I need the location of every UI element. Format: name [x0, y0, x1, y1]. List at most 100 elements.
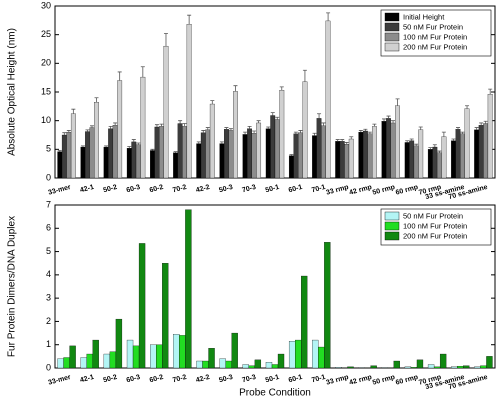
bar [451, 140, 456, 179]
bar [202, 360, 209, 369]
bar [344, 144, 350, 179]
y-tick-label: 1 [46, 339, 51, 349]
x-tick-label: 60-3 [126, 374, 141, 384]
bar [177, 123, 183, 179]
error-bar [367, 131, 372, 134]
x-tick-label: 70-1 [311, 374, 326, 384]
bar [126, 148, 132, 179]
error-bar [451, 138, 456, 141]
bar [478, 125, 484, 179]
bar [316, 118, 322, 179]
bar [358, 131, 364, 179]
bar [455, 129, 461, 179]
bar [335, 141, 341, 179]
error-bar [488, 88, 493, 95]
x-tick-label: 50-1 [265, 374, 280, 384]
x-tick-label: 33 rmp [325, 374, 349, 387]
bar [416, 359, 424, 369]
bar [370, 365, 377, 369]
bar [347, 366, 354, 369]
bar [205, 129, 211, 179]
bar [132, 345, 140, 369]
bar [432, 146, 438, 179]
error-bar [456, 127, 461, 130]
error-bar [131, 139, 136, 142]
bar [103, 353, 111, 369]
x-tick-label: 50-2 [103, 374, 118, 384]
y-axis-title: Absolute Optical Height (nm) [7, 28, 18, 156]
bar [302, 81, 308, 179]
bar [381, 121, 387, 179]
bar [185, 209, 192, 369]
x-tick-label: 60 rmp [395, 184, 419, 197]
bar [247, 128, 252, 179]
error-bar [104, 145, 109, 148]
bar [441, 136, 447, 179]
error-bar [256, 120, 261, 123]
bar [288, 341, 296, 369]
error-bar [108, 126, 113, 129]
error-bar [349, 136, 354, 140]
legend-swatch [384, 231, 400, 241]
bar [57, 358, 64, 369]
error-bar [358, 130, 363, 133]
legend-swatch [384, 42, 400, 52]
legend-swatch [384, 221, 400, 231]
bar [112, 125, 118, 179]
error-bar [270, 112, 275, 116]
bar [371, 126, 377, 179]
bar [242, 134, 248, 179]
error-bar [363, 128, 368, 131]
error-bar [210, 100, 215, 105]
x-tick-label: 50 rmp [372, 374, 396, 387]
error-bar [178, 120, 183, 124]
y-tick-label: 10 [41, 115, 51, 125]
bar [348, 138, 354, 179]
bar [242, 364, 249, 369]
error-bar [414, 143, 419, 146]
bar [271, 364, 279, 369]
x-tick-label: 42 rmp [349, 184, 373, 197]
bar [108, 128, 114, 179]
x-tick-label: 60-3 [126, 184, 141, 194]
error-bar [136, 142, 141, 145]
error-bar [85, 129, 90, 132]
y-tick-label: 2 [46, 316, 51, 326]
bar [135, 144, 141, 179]
x-tick-label: 70-2 [172, 374, 187, 384]
x-tick-label: 50-3 [218, 374, 233, 384]
bar [404, 366, 412, 369]
bar [325, 20, 331, 179]
bar [231, 332, 238, 369]
bar [92, 339, 99, 369]
bar [265, 128, 271, 179]
y-tick-label: 0 [46, 172, 51, 182]
error-bar [382, 118, 387, 122]
error-bar [293, 131, 298, 134]
error-bar [173, 151, 178, 153]
bar [433, 366, 441, 369]
bar [219, 143, 225, 179]
bar [89, 127, 95, 179]
y-tick-label: 4 [46, 269, 51, 279]
bar [209, 103, 215, 179]
error-bar [483, 120, 488, 124]
bar [131, 141, 137, 179]
bar [219, 358, 226, 369]
bar [117, 80, 123, 179]
bar [293, 133, 299, 179]
x-tick-label: 60-2 [149, 184, 164, 194]
bar [318, 346, 325, 369]
error-bar [340, 139, 345, 142]
bar [301, 275, 308, 369]
bar [486, 356, 493, 369]
y-tick-label: 0 [46, 362, 51, 372]
bar [427, 149, 433, 179]
error-bar [432, 144, 437, 148]
error-bar [279, 86, 284, 91]
bar [85, 131, 90, 179]
bar [480, 365, 487, 369]
error-bar [140, 66, 145, 78]
